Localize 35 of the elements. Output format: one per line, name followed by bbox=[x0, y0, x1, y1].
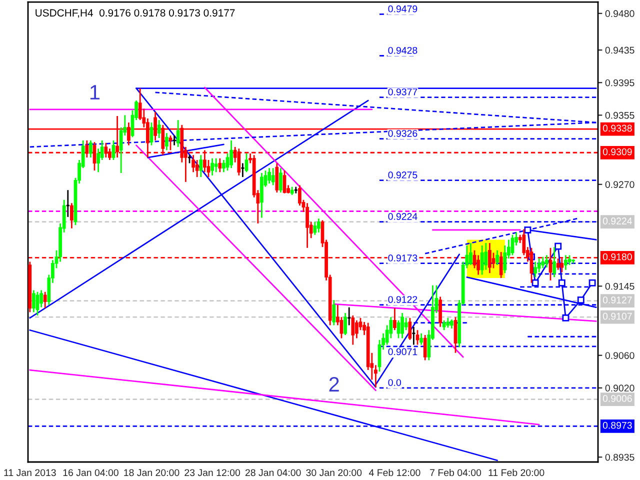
y-tick-label: 0.9020 bbox=[605, 384, 634, 392]
y-tick-label: 0.8935 bbox=[605, 454, 634, 461]
x-tick-label: 11 Jan 2013 bbox=[4, 469, 56, 476]
y-tick-label: 0.9395 bbox=[605, 79, 634, 86]
series-label: 0.9224 bbox=[388, 213, 418, 220]
y-tick-label: 0.9060 bbox=[605, 352, 634, 359]
series-label: 0.9071 bbox=[388, 348, 418, 356]
x-tick-label: 4 Feb 12:00 bbox=[368, 468, 420, 476]
annotation: 2 bbox=[329, 376, 339, 392]
ref-line-label: 0.9309 bbox=[602, 148, 632, 156]
y-tick-label: 0.9480 bbox=[605, 10, 634, 18]
series-label: 0.9428 bbox=[388, 46, 418, 54]
text: USDCHF,H4 0.9176 0.9178 0.9173 0.9177 bbox=[36, 9, 235, 18]
annotation: 1 bbox=[90, 85, 100, 100]
series-label: 0.9275 bbox=[388, 172, 418, 178]
x-tick-label: 18 Jan 20:00 bbox=[124, 469, 180, 476]
ref-line-label: 0.9338 bbox=[602, 124, 632, 132]
y-tick-label: 0.9270 bbox=[605, 181, 634, 188]
x-tick-label: 11 Feb 20:00 bbox=[488, 468, 544, 476]
y-tick-label: 0.9355 bbox=[605, 112, 634, 119]
ref-line-label: 0.9180 bbox=[602, 253, 632, 260]
series-label: 0.0 bbox=[388, 379, 401, 386]
series-label: 0.9173 bbox=[388, 254, 418, 262]
y-tick-label: 0.9145 bbox=[605, 282, 634, 290]
series-label: 0.9377 bbox=[388, 88, 418, 96]
series-label: 0.9122 bbox=[388, 296, 418, 303]
x-tick-label: 23 Jan 12:00 bbox=[184, 469, 240, 476]
series-label: 0.9479 bbox=[388, 5, 418, 12]
x-tick-label: 16 Jan 04:00 bbox=[63, 469, 118, 476]
x-tick-label: 30 Jan 20:00 bbox=[306, 469, 362, 476]
x-tick-label: 28 Jan 04:00 bbox=[245, 469, 301, 476]
ref-line-label: 0.8973 bbox=[602, 422, 632, 429]
series-label: 0.9326 bbox=[388, 130, 418, 137]
x-tick-label: 7 Feb 04:00 bbox=[430, 468, 482, 476]
y-tick-label: 0.9435 bbox=[605, 46, 634, 54]
